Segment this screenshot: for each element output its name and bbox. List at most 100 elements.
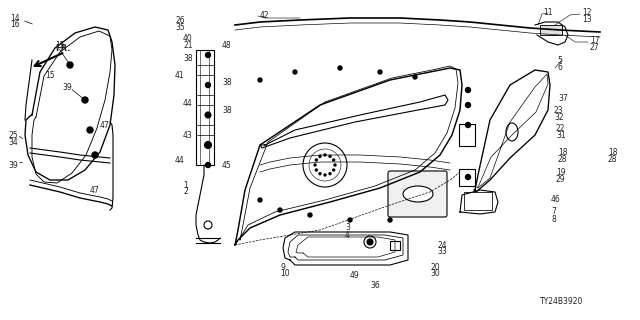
FancyBboxPatch shape [464, 192, 492, 210]
Circle shape [314, 164, 316, 166]
Text: 34: 34 [8, 138, 18, 147]
Text: 40: 40 [183, 34, 193, 43]
Text: 29: 29 [556, 174, 566, 183]
Circle shape [388, 218, 392, 222]
Text: 31: 31 [556, 131, 566, 140]
Text: 5: 5 [557, 55, 562, 65]
Text: 36: 36 [370, 281, 380, 290]
Circle shape [205, 112, 211, 118]
Text: 39: 39 [62, 83, 72, 92]
Text: 41: 41 [175, 70, 184, 79]
Text: 48: 48 [222, 41, 232, 50]
Text: 15: 15 [45, 70, 54, 79]
Circle shape [465, 102, 470, 108]
Text: 45: 45 [222, 161, 232, 170]
Circle shape [205, 52, 211, 58]
Text: 16: 16 [10, 20, 20, 28]
Text: 49: 49 [350, 270, 360, 279]
Circle shape [316, 169, 317, 171]
Text: 17: 17 [590, 36, 600, 44]
Circle shape [465, 87, 470, 92]
Text: 35: 35 [175, 22, 185, 31]
Text: 38: 38 [222, 106, 232, 115]
Text: 33: 33 [437, 247, 447, 257]
Text: TY24B3920: TY24B3920 [540, 298, 584, 307]
Text: 44: 44 [183, 99, 193, 108]
Circle shape [278, 208, 282, 212]
Text: 28: 28 [608, 155, 618, 164]
Circle shape [92, 152, 98, 158]
Text: 6: 6 [557, 62, 562, 71]
Circle shape [324, 154, 326, 156]
Circle shape [319, 173, 321, 175]
Text: 21: 21 [183, 41, 193, 50]
Text: 19: 19 [556, 167, 566, 177]
Circle shape [465, 123, 470, 127]
Circle shape [205, 163, 211, 167]
Text: 37: 37 [558, 93, 568, 102]
Text: 47: 47 [100, 121, 109, 130]
Text: 13: 13 [582, 14, 591, 23]
Text: 46: 46 [551, 196, 561, 204]
Circle shape [258, 198, 262, 202]
Circle shape [205, 142, 211, 148]
Text: 1: 1 [183, 180, 188, 189]
FancyBboxPatch shape [196, 50, 214, 165]
Circle shape [348, 218, 352, 222]
Text: FR.: FR. [55, 44, 70, 52]
Text: 23: 23 [554, 106, 564, 115]
Text: 38: 38 [183, 53, 193, 62]
Text: 32: 32 [554, 113, 564, 122]
Text: 9: 9 [280, 262, 285, 271]
Text: 43: 43 [183, 131, 193, 140]
Text: 38: 38 [222, 77, 232, 86]
Text: 42: 42 [260, 11, 269, 20]
Circle shape [465, 174, 470, 180]
Text: 2: 2 [183, 188, 188, 196]
Circle shape [329, 173, 331, 175]
Circle shape [324, 174, 326, 176]
Circle shape [205, 83, 211, 87]
Text: 25: 25 [8, 131, 18, 140]
Text: 26: 26 [175, 15, 184, 25]
Text: 18: 18 [608, 148, 618, 156]
Circle shape [87, 127, 93, 133]
Text: 39: 39 [8, 161, 18, 170]
Circle shape [67, 62, 73, 68]
Ellipse shape [403, 186, 433, 202]
Text: 8: 8 [551, 214, 556, 223]
Circle shape [378, 70, 382, 74]
FancyBboxPatch shape [540, 25, 562, 35]
Text: 27: 27 [590, 43, 600, 52]
FancyBboxPatch shape [459, 169, 475, 186]
Circle shape [367, 239, 373, 245]
Circle shape [338, 66, 342, 70]
FancyBboxPatch shape [390, 241, 400, 250]
Text: 7: 7 [551, 207, 556, 217]
FancyBboxPatch shape [459, 124, 475, 146]
Circle shape [333, 159, 335, 161]
Circle shape [258, 78, 262, 82]
Circle shape [334, 164, 336, 166]
Text: 30: 30 [430, 269, 440, 278]
Text: 4: 4 [345, 230, 350, 239]
Circle shape [329, 155, 331, 157]
Text: 11: 11 [543, 7, 552, 17]
Text: 10: 10 [280, 269, 290, 278]
Circle shape [308, 213, 312, 217]
Text: 3: 3 [345, 223, 350, 233]
Text: 12: 12 [582, 7, 591, 17]
Text: 24: 24 [437, 241, 447, 250]
Circle shape [316, 159, 317, 161]
Text: 14: 14 [10, 13, 20, 22]
Circle shape [319, 155, 321, 157]
Ellipse shape [506, 123, 518, 141]
Text: 22: 22 [556, 124, 566, 132]
FancyBboxPatch shape [388, 171, 447, 217]
Text: 18: 18 [558, 148, 568, 156]
Circle shape [293, 70, 297, 74]
Circle shape [82, 97, 88, 103]
Text: 47: 47 [90, 186, 100, 195]
Circle shape [413, 75, 417, 79]
Text: 20: 20 [430, 262, 440, 271]
